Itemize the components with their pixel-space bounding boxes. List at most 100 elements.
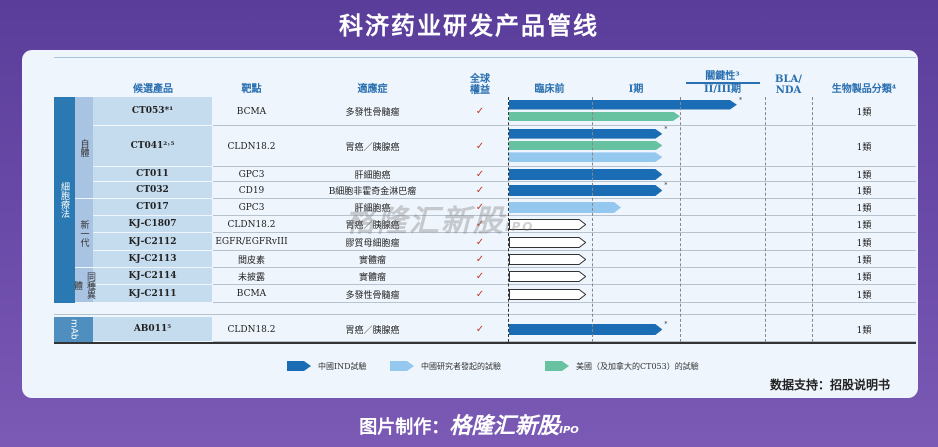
- product-name: CT041²˒⁵: [130, 141, 175, 151]
- rights-check: ✓: [475, 271, 485, 282]
- product-name: AB011⁵: [133, 324, 172, 334]
- target-cell: GPC3: [238, 169, 265, 180]
- class-cell: 1類: [856, 238, 872, 249]
- target-cell: CLDN18.2: [227, 141, 276, 152]
- product-cell: KJ-C1807: [93, 216, 212, 232]
- rights-check: ✓: [475, 141, 485, 152]
- product-cell: KJ-C2113: [93, 251, 212, 267]
- header-phase23: II/III期: [703, 84, 742, 95]
- outline-bar: [509, 219, 587, 230]
- product-name: KJ-C2113: [128, 254, 177, 264]
- outline-bar: [509, 254, 587, 265]
- group-label: mAb: [68, 319, 79, 340]
- row-separator: [213, 166, 916, 167]
- bla-divider-line: [765, 97, 766, 342]
- phase23-divider-line: [680, 97, 681, 342]
- row-separator: [213, 250, 916, 251]
- target-cell: 未披露: [237, 273, 265, 283]
- product-name: CT032: [136, 185, 169, 195]
- rights-check: ✓: [475, 106, 485, 117]
- indication-cell: 胃癌／胰腺癌: [345, 143, 400, 153]
- pipeline-bar-us_trial: [509, 141, 662, 151]
- footer-logo: 格隆汇新股: [449, 414, 560, 439]
- product-cell: KJ-C2111: [93, 285, 212, 302]
- subgroup-label: 同種異體: [72, 271, 95, 299]
- rights-check: ✓: [475, 169, 485, 180]
- row-separator: [213, 284, 916, 285]
- header-pivotal: 關鍵性³: [705, 71, 740, 82]
- mab-gap-line: [54, 314, 916, 315]
- header-indication: 適應症: [357, 84, 388, 95]
- row-separator: [213, 341, 916, 342]
- page-title: 科济药业研发产品管线: [339, 12, 599, 40]
- product-cell: KJ-C2114: [93, 268, 212, 284]
- header-rights: 全球 權益: [470, 74, 490, 96]
- source-note: 数据支持：招股说明书: [769, 378, 890, 392]
- footnote-star: *: [664, 321, 668, 328]
- pipeline-bar-iit_china: [509, 202, 621, 213]
- subgroup-label: 自體: [78, 138, 89, 157]
- group-label: 細胞療法: [59, 182, 69, 218]
- class-cell: 1類: [856, 143, 872, 153]
- row-separator: [213, 267, 916, 268]
- indication-cell: 肝細胞癌: [354, 171, 391, 181]
- class-cell: 1類: [856, 221, 872, 231]
- footer-logo-suffix: IPO: [559, 425, 579, 436]
- preclinical-start-line: [508, 97, 509, 342]
- group-cell-therapy: 細胞療法: [54, 97, 75, 303]
- target-cell: CLDN18.2: [227, 324, 276, 335]
- product-cell: CT041²˒⁵: [93, 126, 212, 166]
- class-cell: 1類: [856, 256, 872, 266]
- rights-check: ✓: [475, 324, 485, 335]
- indication-cell: 多發性骨髓瘤: [345, 290, 400, 301]
- group-cell-mab: mAb: [54, 317, 93, 342]
- pipeline-bar-iit_china: [509, 152, 662, 162]
- rights-check: ✓: [475, 254, 485, 265]
- product-name: KJ-C2114: [128, 271, 177, 281]
- phase1-divider-line: [592, 97, 593, 342]
- class-cell: 1類: [856, 187, 872, 197]
- product-name: CT011: [136, 169, 169, 179]
- legend-label: 中國研究者發起的試驗: [421, 362, 501, 371]
- rights-check: ✓: [475, 288, 485, 300]
- rights-check: ✓: [475, 185, 485, 196]
- row-separator: [213, 198, 916, 199]
- indication-cell: 膠質母細胞瘤: [345, 238, 400, 249]
- indication-cell: 肝細胞癌: [354, 204, 391, 214]
- class-cell: 1類: [856, 171, 872, 181]
- header-target: 靶點: [241, 84, 262, 95]
- class-cell: 1類: [856, 326, 872, 336]
- class-cell: 1類: [856, 204, 872, 214]
- outline-bar: [509, 271, 587, 282]
- indication-cell: 實體瘤: [358, 273, 386, 283]
- rights-check: ✓: [475, 236, 485, 248]
- target-cell: EGFR/EGFRvIII: [215, 237, 288, 247]
- header-phase1: I期: [628, 84, 644, 95]
- pipeline-bar-ind_china: [509, 169, 662, 180]
- pipeline-bar-ind_china: [509, 100, 737, 110]
- product-name: CT053*¹: [131, 106, 174, 116]
- pipeline-bar-ind_china: [509, 324, 662, 335]
- product-cell: CT053*¹: [93, 97, 212, 125]
- pivotal-underline: [686, 82, 760, 84]
- footnote-star: *: [738, 97, 742, 104]
- table-top-line: [54, 57, 916, 58]
- target-cell: CD19: [238, 185, 265, 196]
- indication-cell: 多發性骨髓瘤: [345, 108, 400, 118]
- product-cell: KJ-C2112: [93, 233, 212, 250]
- outline-bar: [509, 288, 587, 300]
- footnote-star: *: [664, 126, 668, 133]
- indication-cell: B細胞非霍奇金淋巴瘤: [328, 187, 417, 197]
- footnote-star: *: [664, 182, 668, 189]
- pipeline-bar-ind_china: [509, 129, 662, 139]
- product-cell: CT011: [93, 167, 212, 181]
- subgroup-cell: 新一代: [75, 199, 93, 267]
- target-cell: CLDN18.2: [227, 219, 276, 230]
- product-cell: CT032: [93, 182, 212, 198]
- subgroup-label: 新一代: [78, 219, 89, 247]
- pipeline-bar-ind_china: [509, 185, 662, 196]
- row-separator: [213, 125, 916, 126]
- subgroup-cell: 自體: [75, 97, 93, 198]
- legend-swatch-ind_china: [287, 361, 311, 371]
- rights-check: ✓: [475, 219, 485, 230]
